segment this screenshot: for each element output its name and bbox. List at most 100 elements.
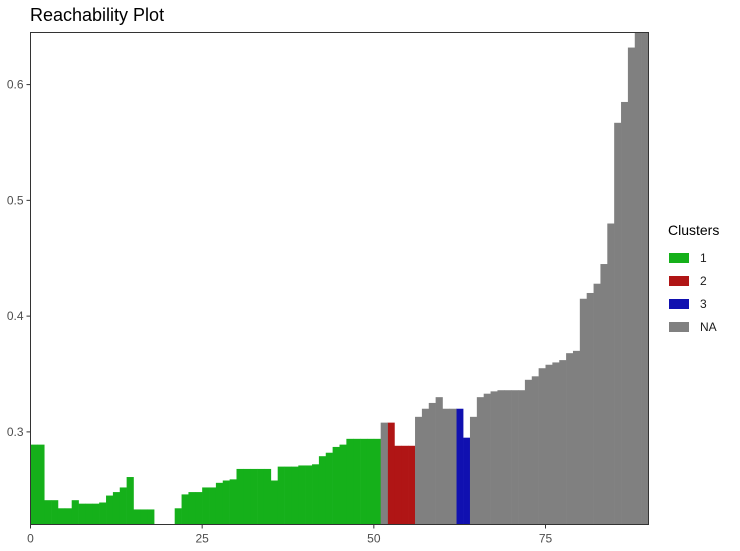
bar-cluster-na-76 — [552, 362, 560, 525]
bar-cluster-na-56 — [415, 416, 423, 525]
legend-item-na: NA — [668, 315, 719, 338]
bar-cluster-1-48 — [360, 438, 368, 525]
x-tick-label: 75 — [539, 532, 553, 546]
bar-cluster-1-7 — [78, 503, 86, 525]
legend-swatch — [669, 275, 689, 286]
legend-item-2: 2 — [668, 269, 719, 292]
legend-label: 3 — [700, 296, 707, 311]
bar-cluster-1-31 — [243, 468, 251, 525]
bar-cluster-1-4 — [57, 508, 66, 525]
bar-cluster-1-36 — [277, 466, 285, 525]
bars-group — [30, 32, 649, 525]
bar-cluster-na-74 — [538, 368, 546, 525]
bar-cluster-na-83 — [600, 264, 608, 525]
bar-cluster-1-25 — [202, 487, 210, 525]
bar-cluster-na-72 — [524, 379, 533, 525]
bar-cluster-1-29 — [229, 479, 237, 525]
bar-cluster-1-47 — [353, 438, 361, 525]
x-tick-label: 0 — [27, 532, 34, 546]
bar-cluster-na-87 — [627, 47, 636, 525]
bar-cluster-3-62 — [456, 408, 464, 525]
bar-cluster-1-13 — [119, 487, 127, 525]
bar-cluster-na-51 — [380, 422, 388, 525]
bar-cluster-na-66 — [483, 393, 491, 525]
bar-cluster-1-22 — [181, 494, 189, 525]
bar-cluster-1-33 — [257, 468, 265, 525]
bar-cluster-1-9 — [92, 503, 100, 525]
bar-cluster-na-60 — [442, 408, 450, 525]
bar-cluster-na-89 — [641, 32, 649, 525]
bar-cluster-1-45 — [339, 444, 347, 525]
bar-cluster-1-46 — [346, 438, 354, 525]
bar-cluster-na-65 — [476, 397, 484, 525]
bar-cluster-1-12 — [112, 492, 121, 525]
bar-cluster-1-40 — [305, 465, 313, 525]
bar-cluster-na-67 — [490, 391, 498, 525]
bar-cluster-1-23 — [188, 492, 196, 525]
bar-cluster-na-82 — [593, 283, 601, 525]
bar-cluster-1-10 — [99, 502, 107, 525]
bar-cluster-1-11 — [106, 495, 114, 525]
bar-cluster-3-63 — [463, 437, 471, 525]
legend-item-3: 3 — [668, 292, 719, 315]
bar-cluster-1-26 — [209, 487, 217, 525]
bar-cluster-2-52 — [387, 422, 395, 525]
bar-cluster-1-37 — [284, 466, 292, 525]
bar-cluster-na-85 — [614, 122, 622, 525]
plot-panel-border — [30, 32, 649, 525]
bar-cluster-1-8 — [85, 503, 93, 525]
y-tick-label: 0.6 — [7, 78, 24, 92]
bar-cluster-na-61 — [449, 408, 457, 525]
legend-swatch — [669, 252, 689, 263]
chart-title: Reachability Plot — [30, 5, 165, 25]
bar-cluster-1-24 — [195, 492, 203, 525]
bar-cluster-1-16 — [140, 509, 148, 525]
bar-cluster-2-53 — [394, 445, 402, 525]
bar-cluster-na-73 — [531, 376, 539, 525]
bar-cluster-1-35 — [270, 480, 278, 525]
legend-swatch — [669, 321, 689, 332]
bar-cluster-1-42 — [318, 456, 327, 525]
bar-cluster-1-14 — [126, 477, 134, 525]
bar-cluster-na-75 — [545, 364, 553, 525]
bar-cluster-na-81 — [586, 292, 594, 525]
bar-cluster-1-30 — [236, 468, 244, 525]
bar-cluster-na-69 — [504, 390, 512, 525]
bar-cluster-1-49 — [366, 438, 375, 525]
bar-cluster-1-27 — [215, 482, 224, 525]
legend-label: 2 — [700, 273, 707, 288]
legend-item-1: 1 — [668, 246, 719, 269]
bar-cluster-na-78 — [566, 353, 574, 525]
y-tick-label: 0.5 — [7, 193, 24, 207]
legend-title: Clusters — [668, 222, 720, 238]
bar-cluster-1-2 — [44, 500, 52, 525]
bar-cluster-na-58 — [428, 402, 436, 525]
y-tick-label: 0.4 — [7, 309, 24, 323]
legend: Clusters 1 2 3 NA — [668, 222, 719, 338]
bar-cluster-1-32 — [250, 468, 258, 525]
bar-cluster-1-43 — [325, 452, 333, 525]
bar-cluster-1-50 — [373, 438, 381, 525]
bar-cluster-na-68 — [497, 390, 505, 525]
bar-cluster-1-1 — [37, 444, 45, 525]
legend-label: NA — [700, 319, 717, 334]
legend-label: 1 — [700, 250, 707, 265]
bar-cluster-na-59 — [435, 397, 443, 525]
bar-cluster-na-80 — [579, 298, 587, 525]
bar-cluster-na-71 — [518, 390, 526, 525]
bar-cluster-1-41 — [312, 464, 320, 525]
bar-cluster-na-79 — [572, 350, 581, 525]
bar-cluster-1-15 — [133, 509, 141, 525]
bar-cluster-na-86 — [621, 101, 629, 525]
bar-cluster-na-57 — [421, 408, 430, 525]
bar-cluster-1-39 — [298, 465, 306, 525]
bar-cluster-1-34 — [263, 468, 272, 525]
x-tick-label: 50 — [367, 532, 381, 546]
bar-cluster-na-84 — [607, 223, 615, 525]
bar-cluster-na-64 — [469, 416, 478, 525]
bar-cluster-1-17 — [147, 509, 155, 525]
bar-cluster-1-0 — [30, 444, 38, 525]
legend-swatch — [669, 298, 689, 309]
bar-cluster-na-70 — [511, 390, 519, 525]
